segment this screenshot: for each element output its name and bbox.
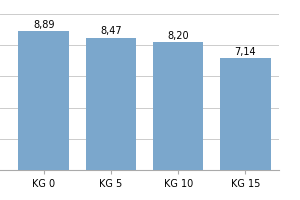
Text: 8,20: 8,20 [167, 31, 189, 41]
Bar [19, 31, 69, 170]
Text: 8,47: 8,47 [100, 26, 122, 36]
Text: 8,89: 8,89 [33, 20, 54, 30]
Text: 7,14: 7,14 [235, 47, 256, 57]
Bar [86, 38, 136, 170]
Bar [153, 42, 203, 170]
Bar [220, 58, 271, 170]
